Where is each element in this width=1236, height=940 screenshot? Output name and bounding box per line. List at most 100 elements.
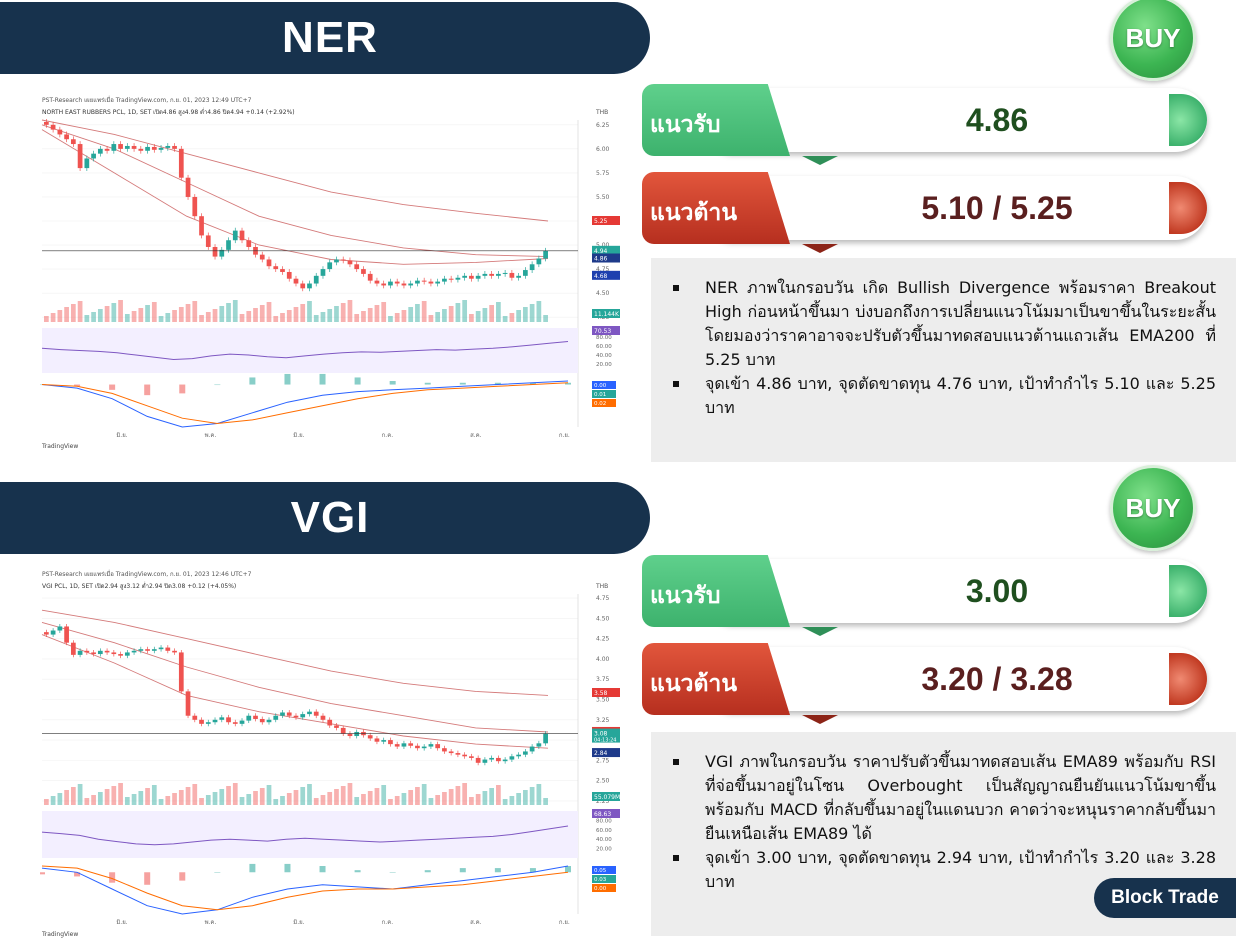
- volume-bar: [219, 789, 225, 805]
- candle-body: [266, 719, 272, 723]
- candle-body: [509, 756, 515, 760]
- resistance-tag: แนวต้าน: [642, 643, 790, 715]
- resistance-label: แนวต้าน: [650, 200, 738, 226]
- rsi-pane: [42, 811, 578, 858]
- volume-bar: [334, 789, 339, 805]
- candle-body: [516, 754, 521, 757]
- macd-histogram-bar: [249, 377, 256, 385]
- ema-line: [41, 124, 549, 258]
- resistance-pill: [702, 647, 1207, 711]
- volume-bar: [111, 786, 117, 805]
- candle-body: [293, 278, 299, 284]
- price-label-text: 2.84: [594, 750, 608, 757]
- candle-body: [91, 652, 96, 655]
- macd-label-box: [592, 390, 616, 398]
- volume-bar: [435, 312, 441, 322]
- macd-histogram-bar: [74, 872, 81, 877]
- volume-bar: [462, 783, 468, 805]
- candle-body: [70, 642, 76, 655]
- volume-bar: [151, 302, 157, 322]
- volume-bar: [442, 309, 447, 322]
- price-label-box: [592, 270, 620, 280]
- candle-body: [536, 743, 542, 747]
- volume-bar: [232, 300, 238, 322]
- volume-bar: [367, 791, 373, 805]
- volume-bar: [361, 311, 366, 322]
- macd-label-text: 0.03: [594, 877, 607, 883]
- x-tick-label: พ.ค.: [205, 919, 217, 926]
- macd-label-box: [592, 875, 616, 883]
- candle-body: [475, 275, 481, 279]
- volume-bar: [543, 798, 548, 805]
- y-tick-label: 6.25: [596, 122, 610, 129]
- volume-bar: [327, 792, 333, 805]
- candle-body: [259, 254, 265, 260]
- candle-body: [138, 148, 144, 151]
- volume-bar: [300, 787, 306, 805]
- macd-histogram-bar: [179, 384, 186, 394]
- macd-label-box: [592, 866, 616, 874]
- volume-bar: [64, 790, 69, 805]
- candle-body: [482, 759, 488, 763]
- candle-body: [313, 711, 319, 716]
- macd-label-text: 0.01: [594, 392, 606, 398]
- x-tick-label: ก.ค.: [382, 919, 394, 926]
- price-chart-vgi: PST-Research เผยแพร่เมื่อ TradingView.co…: [40, 566, 632, 940]
- rsi-last-box: [592, 326, 620, 335]
- volume-bar: [529, 304, 535, 322]
- rsi-tick-label: 20.00: [596, 847, 612, 853]
- volume-bar: [111, 303, 117, 322]
- volume-bar: [280, 796, 285, 805]
- volume-bar: [496, 785, 501, 805]
- volume-bar: [253, 308, 258, 322]
- volume-bar: [212, 792, 218, 805]
- tradingview-mark: TradingView: [41, 443, 78, 450]
- candle-body: [192, 196, 198, 217]
- volume-bar: [381, 785, 387, 805]
- volume-bar: [158, 799, 164, 805]
- candle-body: [307, 283, 312, 289]
- rsi-tick-label: 20.00: [596, 362, 612, 368]
- volume-bar: [199, 798, 204, 805]
- volume-bar: [536, 301, 542, 322]
- y-tick-label: 2.25: [596, 798, 610, 805]
- candle-body: [502, 272, 508, 274]
- candle-body: [361, 269, 366, 274]
- candle-body: [219, 717, 225, 720]
- volume-bar: [374, 305, 380, 322]
- candle-body: [529, 746, 535, 752]
- price-label-text: 5.25: [594, 218, 608, 225]
- candle-body: [57, 626, 63, 631]
- y-tick-label: 4.50: [596, 290, 610, 297]
- candle-body: [516, 275, 521, 278]
- resistance-pill: [702, 176, 1207, 240]
- y-tick-label: 4.25: [596, 636, 610, 643]
- candle-body: [151, 649, 157, 651]
- candle-body: [246, 240, 252, 247]
- y-tick-label: 4.75: [596, 266, 610, 273]
- volume-bar: [428, 798, 434, 805]
- volume-bar: [455, 786, 461, 805]
- rsi-tick-label: 80.00: [596, 335, 612, 341]
- volume-bar: [496, 302, 501, 322]
- volume-bar: [421, 784, 427, 805]
- candle-body: [199, 216, 204, 236]
- volume-bar: [307, 784, 312, 805]
- x-tick-label: ก.ค.: [382, 432, 394, 439]
- macd-label-box: [592, 399, 616, 407]
- support-tag: แนวรับ: [642, 84, 790, 156]
- resistance-level-row: แนวต้าน 3.20 / 3.28: [642, 643, 1207, 724]
- candle-body: [435, 744, 441, 749]
- y-tick-label: 4.50: [596, 615, 610, 622]
- volume-bar: [448, 789, 454, 805]
- candle-body: [172, 145, 177, 149]
- macd-histogram-bar: [249, 863, 256, 873]
- volume-bar: [313, 315, 319, 322]
- buy-signal-badge: BUY: [1110, 0, 1196, 81]
- volume-bar: [239, 797, 245, 805]
- volume-bar: [165, 313, 171, 322]
- volume-bar: [442, 792, 447, 805]
- candle-body: [428, 744, 434, 747]
- analysis-list: VGI ภาพในกรอบวัน ราคาปรับตัวขึ้นมาทดสอบเ…: [671, 750, 1216, 894]
- support-level-row: แนวรับ 3.00: [642, 555, 1207, 636]
